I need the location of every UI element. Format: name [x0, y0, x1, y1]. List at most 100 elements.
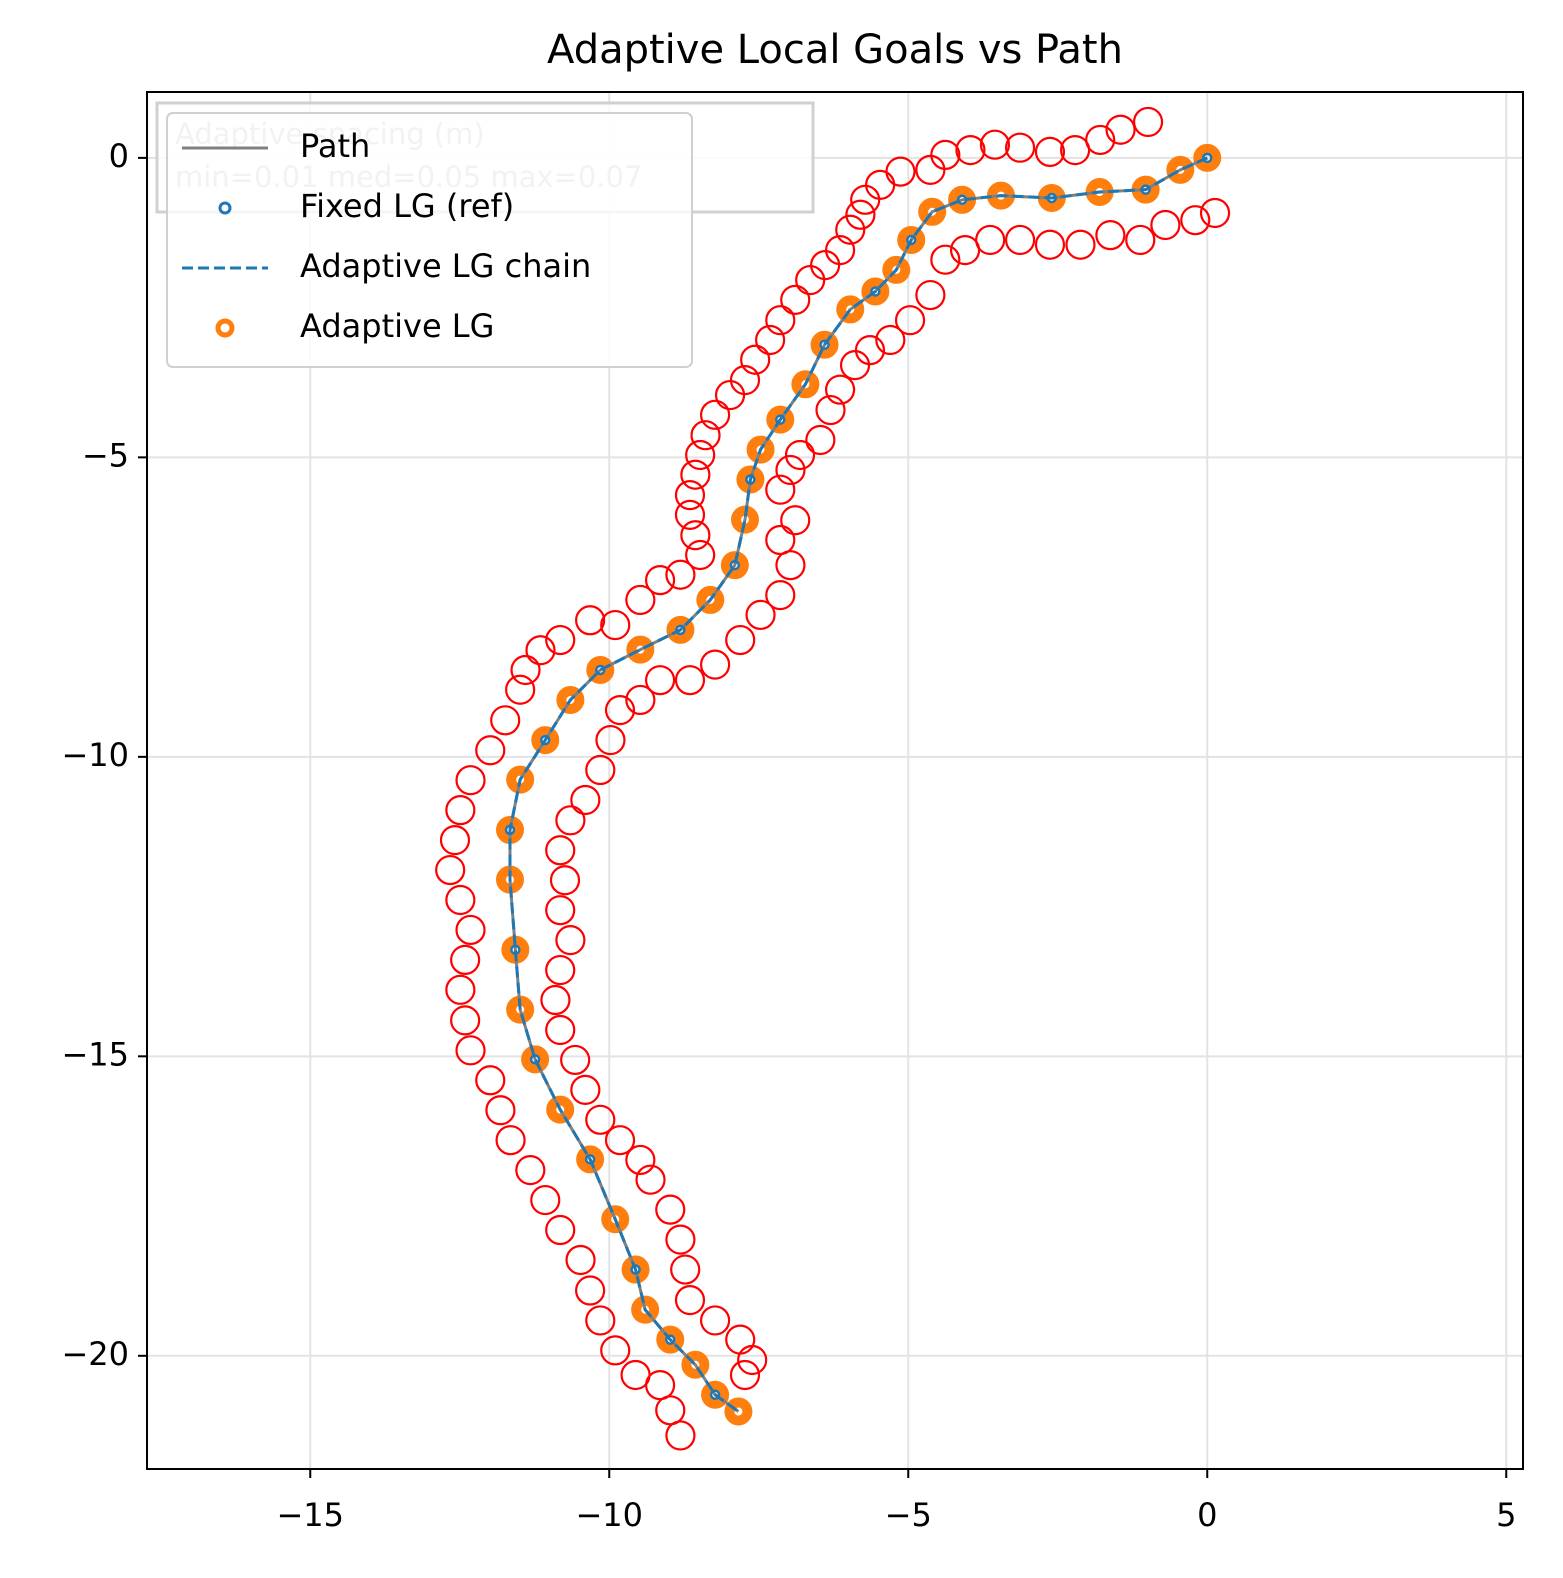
obstacle-point: [775, 550, 806, 581]
axes-frame: [146, 91, 1524, 1470]
obstacle-point: [575, 1275, 606, 1306]
scatter-point: [918, 197, 947, 226]
y-tick-label: −10: [61, 736, 129, 774]
scatter-point: [870, 286, 881, 297]
scatter-point: [666, 615, 695, 644]
obstacle-point: [600, 1335, 631, 1366]
scatter-point: [681, 1350, 710, 1379]
y-tick-label: −15: [61, 1035, 129, 1073]
obstacle-point: [765, 305, 796, 336]
obstacle-point: [490, 705, 521, 736]
obstacle-point: [765, 580, 796, 611]
scatter-point: [819, 339, 830, 351]
obstacle-point: [475, 735, 506, 766]
obstacle-point: [555, 805, 586, 836]
scatter-point: [665, 1334, 676, 1345]
obstacle-point: [1095, 220, 1126, 251]
obstacle-point: [685, 539, 716, 571]
scatter-point: [546, 1095, 575, 1124]
x-tick-label: 5: [1496, 1496, 1516, 1534]
obstacle-point: [445, 974, 476, 1005]
obstacle-point: [685, 439, 716, 471]
obstacle-point: [1150, 209, 1181, 241]
obstacle-point: [560, 1044, 591, 1076]
obstacle-point: [805, 424, 836, 456]
obstacle-point: [915, 279, 946, 311]
obstacle-point: [665, 1420, 696, 1451]
obstacle-point: [680, 459, 711, 490]
obstacle-point: [545, 835, 576, 866]
obstacle-point: [1034, 136, 1066, 167]
scatter-point: [1193, 143, 1222, 172]
obstacle-point: [549, 865, 581, 896]
scatter-point: [720, 551, 749, 580]
scatter-point: [701, 1380, 730, 1409]
obstacle-point: [540, 984, 571, 1016]
obstacle-point: [865, 169, 896, 200]
obstacle-point: [949, 235, 981, 266]
obstacle-point: [495, 1125, 526, 1156]
obstacle-point: [1004, 224, 1036, 256]
scatter-point: [631, 1295, 660, 1324]
obstacle-point: [604, 695, 636, 726]
obstacle-point: [600, 609, 631, 641]
scatter-point: [836, 295, 865, 324]
scatter-point: [905, 234, 917, 246]
obstacle-point: [700, 399, 731, 430]
obstacle-point: [530, 1184, 561, 1216]
obstacle-point: [674, 499, 706, 530]
obstacle-point: [1180, 205, 1211, 236]
obstacle-point: [765, 474, 796, 505]
scatter-point: [1202, 152, 1213, 164]
obstacle-point: [585, 1305, 616, 1336]
scatter-point: [675, 624, 686, 636]
legend-label: Fixed LG (ref): [300, 187, 514, 225]
obstacle-point: [690, 420, 721, 451]
scatter-point: [506, 765, 535, 794]
obstacle-point: [445, 884, 476, 916]
obstacle-point: [555, 925, 586, 956]
obstacle-point: [815, 394, 846, 426]
scatter-point: [529, 1054, 541, 1065]
y-tick-label: −20: [61, 1335, 129, 1373]
scatter-point: [595, 664, 606, 676]
scatter-point: [882, 255, 911, 284]
obstacle-point: [670, 1254, 701, 1285]
obstacle-point: [625, 584, 656, 616]
obstacle-point: [655, 1194, 686, 1225]
obstacle-point: [525, 635, 556, 666]
scatter-point: [861, 277, 890, 306]
obstacle-point: [700, 649, 731, 680]
obstacle-point: [604, 1125, 636, 1156]
scatter-point: [626, 635, 655, 664]
obstacle-point: [784, 439, 816, 471]
obstacle-point: [1004, 132, 1036, 163]
scatter-point: [586, 655, 615, 684]
scatter-point: [766, 405, 795, 434]
scatter-point: [531, 726, 560, 755]
obstacle-point: [585, 1104, 616, 1135]
scatter-point: [584, 1154, 596, 1165]
obstacle-point: [975, 224, 1006, 256]
obstacle-point: [915, 154, 946, 185]
obstacle-point: [725, 624, 756, 656]
legend-box: [166, 112, 693, 368]
obstacle-point: [930, 139, 961, 170]
obstacle-point: [714, 379, 746, 411]
obstacle-point: [930, 244, 961, 275]
scatter-point: [621, 1255, 650, 1284]
legend-label: Adaptive LG: [300, 307, 494, 345]
obstacle-point: [674, 665, 706, 696]
obstacle-point: [455, 914, 486, 946]
x-tick-label: −5: [885, 1496, 932, 1534]
obstacle-point: [674, 1284, 706, 1316]
obstacle-point: [485, 1095, 516, 1126]
obstacle-point: [575, 605, 606, 636]
obstacle-point: [700, 1305, 731, 1336]
obstacle-point: [765, 524, 796, 556]
obstacle-point: [570, 1074, 601, 1105]
obstacle-point: [439, 824, 471, 856]
scatter-point: [1166, 155, 1195, 184]
obstacle-point: [780, 505, 811, 536]
